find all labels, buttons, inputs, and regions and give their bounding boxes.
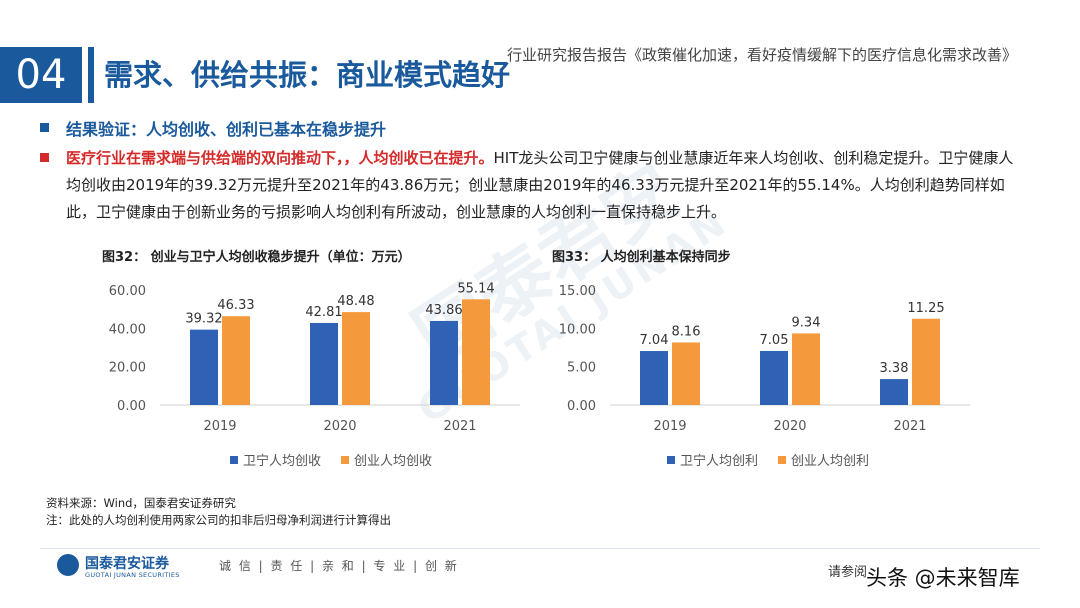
bar-2020-series-1 — [342, 312, 370, 405]
bullet-paragraph: 医疗行业在需求端与供给端的双向推动下，，人均创收已在提升。HIT龙头公司卫宁健康… — [66, 145, 1026, 226]
legend-swatch — [230, 456, 238, 464]
bullet-marker-blue — [40, 123, 49, 132]
data-label: 7.04 — [640, 333, 669, 348]
legend-swatch — [667, 456, 675, 464]
section-number: 04 — [0, 47, 82, 103]
y-tick-label: 20.00 — [109, 361, 146, 376]
footer-divider — [40, 548, 1040, 549]
bar-2019-series-0 — [640, 351, 668, 405]
y-tick-label: 15.00 — [559, 284, 596, 299]
y-tick-label: 0.00 — [117, 399, 146, 414]
bullet-marker-red — [40, 153, 49, 162]
data-label: 9.34 — [792, 315, 821, 330]
legend-label: 创业人均创利 — [791, 454, 869, 469]
data-label: 8.16 — [672, 324, 701, 339]
x-tick-label: 2020 — [323, 419, 356, 434]
company-logo-en: GUOTAI JUNAN SECURITIES — [85, 571, 180, 579]
legend-label: 创业人均创收 — [354, 454, 432, 469]
legend-label: 卫宁人均创利 — [680, 453, 758, 469]
company-motto: 诚 信 | 责 任 | 亲 和 | 专 业 | 创 新 — [219, 559, 459, 573]
legend-label: 卫宁人均创收 — [243, 453, 321, 469]
legend-swatch — [778, 456, 786, 464]
data-label: 46.33 — [217, 298, 254, 313]
x-tick-label: 2019 — [203, 419, 236, 434]
bar-2021-series-0 — [430, 320, 458, 405]
data-label: 55.14 — [457, 281, 494, 296]
bar-2019-series-1 — [672, 342, 700, 405]
chart-1-title: 图32： 创业与卫宁人均创收稳步提升（单位：万元） — [102, 250, 411, 265]
data-label: 48.48 — [337, 294, 374, 309]
bar-2020-series-1 — [792, 333, 820, 405]
y-tick-label: 5.00 — [567, 361, 596, 376]
bar-2019-series-0 — [190, 329, 218, 405]
y-tick-label: 40.00 — [109, 322, 146, 337]
bar-2019-series-1 — [222, 316, 250, 405]
title-divider — [88, 47, 94, 103]
bullet-heading: 结果验证：人均创收、创利已基本在稳步提升 — [66, 120, 387, 139]
x-tick-label: 2021 — [443, 419, 476, 434]
data-label: 39.32 — [185, 312, 222, 327]
chart-2-title: 图33： 人均创利基本保持同步 — [552, 250, 731, 265]
bar-2020-series-0 — [310, 322, 338, 405]
company-logo-icon — [57, 554, 79, 576]
calc-note: 注：此处的人均创利使用两家公司的扣非后归母净利润进行计算得出 — [46, 513, 391, 527]
x-tick-label: 2019 — [653, 419, 686, 434]
x-tick-label: 2021 — [893, 419, 926, 434]
bar-2021-series-1 — [462, 299, 490, 405]
paragraph-highlight: 医疗行业在需求端与供给端的双向推动下，，人均创收已在提升。 — [66, 149, 494, 167]
chart-profit-per-capita: 0.00 5.00 10.00 15.00 7.048.16 2019 7.059.34 20… — [559, 284, 970, 469]
title-divider-gap — [82, 47, 92, 103]
company-logo-text: 国泰君安证券 — [85, 556, 169, 572]
y-tick-label: 10.00 — [559, 322, 596, 337]
source-watermark: 头条 @未来智库 — [866, 566, 1020, 590]
paragraph-body: HIT龙头公司卫宁健康与创业慧康近年来人均创收、创利稳定提升。卫宁健康人均创收由… — [66, 149, 1014, 221]
data-label: 42.81 — [305, 305, 342, 320]
report-title: 行业研究报告报告《政策催化加速，看好疫情缓解下的医疗信息化需求改善》 — [507, 46, 1018, 64]
legend-swatch — [341, 456, 349, 464]
data-label: 7.05 — [760, 333, 789, 348]
data-label: 11.25 — [907, 301, 944, 316]
notes: 资料来源：Wind，国泰君安证券研究 注：此处的人均创利使用两家公司的扣非后归母… — [46, 495, 391, 529]
bar-2021-series-1 — [912, 318, 940, 405]
disclaimer-text: 请参阅 — [828, 565, 868, 580]
bar-2020-series-0 — [760, 350, 788, 405]
y-tick-label: 0.00 — [567, 399, 596, 414]
y-tick-label: 60.00 — [109, 284, 146, 299]
data-label: 43.86 — [425, 303, 462, 318]
data-label: 3.38 — [880, 361, 909, 376]
source-note: 资料来源：Wind，国泰君安证券研究 — [46, 496, 236, 510]
bar-2021-series-0 — [880, 379, 908, 405]
page-title: 需求、供给共振：商业模式趋好 — [104, 58, 511, 92]
x-tick-label: 2020 — [773, 419, 806, 434]
